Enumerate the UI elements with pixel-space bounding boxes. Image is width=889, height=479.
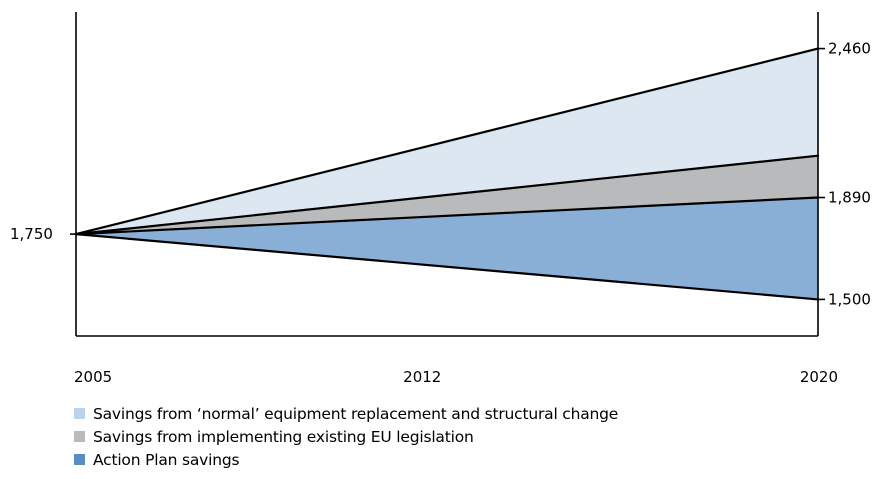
end-value-label-2: 1,500 bbox=[828, 290, 871, 308]
chart-legend: Savings from ‘normal’ equipment replacem… bbox=[74, 402, 618, 471]
legend-label-eu-legislation: Savings from implementing existing EU le… bbox=[93, 427, 474, 446]
line-layer bbox=[74, 47, 820, 301]
end-value-label-1: 1,890 bbox=[828, 189, 871, 207]
trend-line-after-normal-savings bbox=[74, 196, 820, 236]
legend-swatch-normal-savings bbox=[74, 408, 85, 419]
axes-layer bbox=[70, 12, 825, 337]
start-value-label: 1,750 bbox=[10, 225, 53, 243]
area-series-2 bbox=[76, 197, 818, 300]
x-tick-label-2012: 2012 bbox=[403, 368, 441, 386]
x-tick-label-2020: 2020 bbox=[800, 368, 838, 386]
legend-swatch-eu-legislation bbox=[74, 431, 85, 442]
legend-swatch-action-plan bbox=[74, 454, 85, 465]
legend-item-action-plan: Action Plan savings bbox=[74, 448, 618, 471]
x-tick-label-2005: 2005 bbox=[74, 368, 112, 386]
trend-line-after-action-plan bbox=[74, 232, 820, 301]
legend-label-normal-savings: Savings from ‘normal’ equipment replacem… bbox=[93, 404, 619, 423]
area-layer bbox=[76, 48, 818, 300]
trend-line-baseline bbox=[74, 47, 820, 236]
trend-line-after-existing-legislation bbox=[74, 154, 820, 236]
label-layer: 1,750 2,460 1,890 1,500 2005 2012 2020 bbox=[10, 40, 871, 386]
legend-label-action-plan: Action Plan savings bbox=[93, 450, 240, 469]
legend-item-normal-savings: Savings from ‘normal’ equipment replacem… bbox=[74, 402, 618, 425]
legend-item-eu-legislation: Savings from implementing existing EU le… bbox=[74, 425, 618, 448]
projection-chart: 1,750 2,460 1,890 1,500 2005 2012 2020 bbox=[10, 12, 871, 386]
end-value-label-0: 2,460 bbox=[828, 40, 871, 58]
